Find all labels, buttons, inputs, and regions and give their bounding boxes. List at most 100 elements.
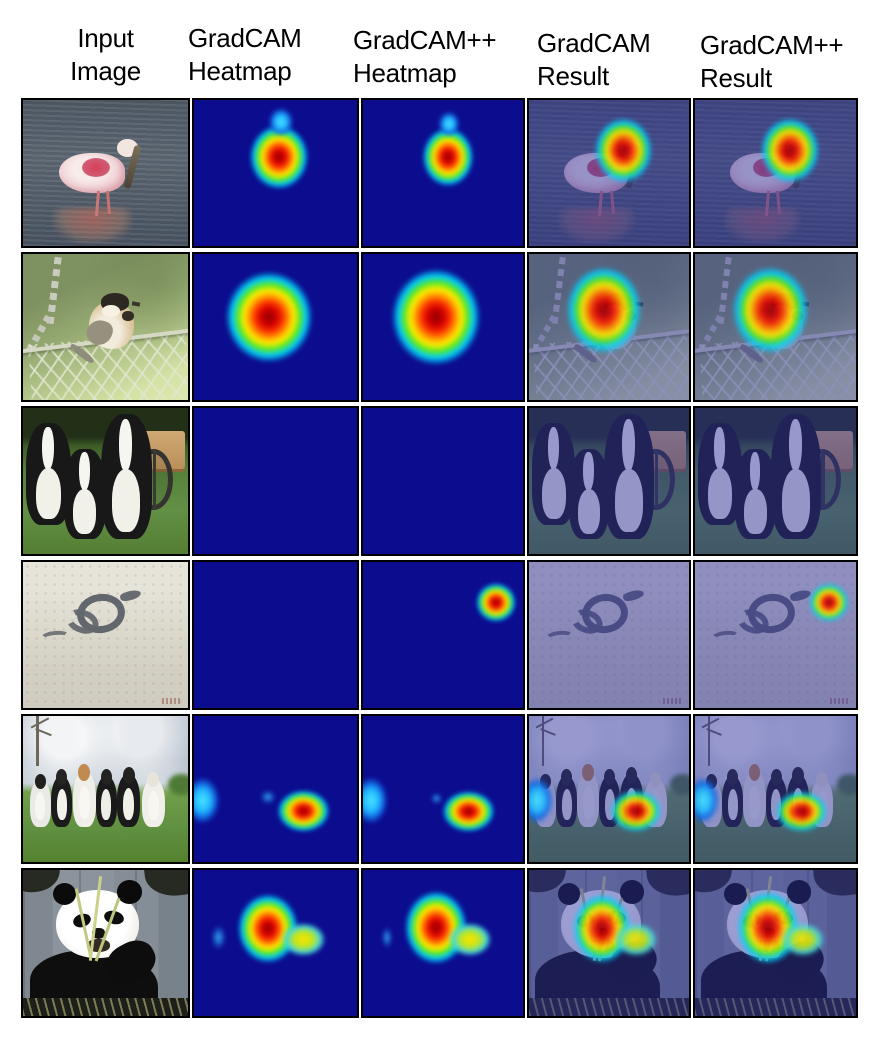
bird-bib (122, 310, 134, 322)
dry-grass (23, 998, 188, 1016)
bird-reflection (52, 208, 132, 244)
row3-input-image (21, 406, 190, 556)
row6-gradcampp-heatmap (361, 868, 525, 1018)
bare-tree (36, 716, 39, 766)
heatmap-halo (436, 110, 461, 138)
row3-gradcam-heatmap (192, 406, 359, 556)
row1-gradcampp-result (693, 98, 858, 248)
column-header-gradcampp-result: GradCAM++ Result (700, 29, 844, 95)
sand-background (529, 562, 689, 708)
dog (29, 773, 52, 827)
dry-grass (529, 998, 689, 1016)
grass-and-trees-background (529, 408, 689, 554)
header-line: Heatmap (353, 58, 457, 88)
faint-cyan-dot (210, 922, 227, 952)
snake-head (622, 588, 645, 603)
sand-background (23, 562, 188, 708)
dark-branch (529, 870, 566, 896)
puppy (604, 413, 654, 540)
panda-ear (52, 883, 76, 906)
bush (836, 774, 856, 795)
snake-coil (733, 605, 773, 639)
spoonbill-leg (776, 190, 782, 214)
hanging-chain (698, 313, 725, 353)
row2-gradcampp-result (693, 252, 858, 402)
column-header-gradcampp-heatmap: GradCAM++ Heatmap (353, 24, 497, 90)
spoonbill-leg (764, 190, 771, 216)
bush (168, 774, 188, 795)
dog (117, 767, 141, 827)
row2-input-image (21, 252, 190, 402)
spoonbill-red-patch (82, 158, 111, 178)
grass-and-trees-background (695, 408, 856, 554)
row5-gradcampp-result (693, 714, 858, 864)
heatmap-blob (441, 790, 496, 833)
dog (141, 772, 165, 827)
heatmap-blob (275, 789, 331, 833)
tree-branch (702, 717, 721, 729)
dry-grass (695, 998, 856, 1016)
dark-branch (695, 870, 732, 896)
watermark-smudge (161, 697, 182, 704)
panda-nose (92, 928, 106, 939)
heatmap-tail (612, 921, 661, 958)
bush (669, 774, 689, 795)
puppy (735, 448, 776, 540)
row4-gradcampp-heatmap (361, 560, 525, 710)
puppy (698, 422, 742, 525)
row5-gradcampp-heatmap (361, 714, 525, 864)
row2-gradcam-heatmap (192, 252, 359, 402)
column-header-gradcam-heatmap: GradCAM Heatmap (188, 22, 302, 88)
heatmap-blob (564, 264, 645, 357)
watermark-smudge (830, 697, 850, 704)
faint-cyan-dot (430, 791, 443, 806)
dog (577, 763, 600, 827)
bare-tree (541, 716, 545, 766)
panda-ear (557, 883, 581, 906)
cart-axle (821, 448, 825, 511)
heatmap-tail (278, 921, 328, 958)
row4-input-image (21, 560, 190, 710)
row6-input-image (21, 868, 190, 1018)
row5-gradcam-result (527, 714, 691, 864)
faint-cyan-dot (380, 925, 394, 951)
hanging-chain (532, 313, 558, 353)
puppy (64, 448, 106, 540)
row2-gradcam-result (527, 252, 691, 402)
tree-branch (540, 727, 557, 736)
tree-branch (706, 727, 723, 736)
row4-gradcampp-result (693, 560, 858, 710)
row4-gradcam-result (527, 560, 691, 710)
header-line: GradCAM++ (700, 30, 844, 60)
heatmap-blob (730, 264, 811, 357)
header-line: Heatmap (188, 56, 292, 86)
puppy (100, 413, 152, 540)
bird-cheek (102, 305, 121, 317)
faint-cyan-dot (259, 789, 278, 806)
row5-input-image (21, 714, 190, 864)
header-line: GradCAM (188, 23, 302, 53)
watermark-smudge (663, 697, 683, 704)
cyan-blob (529, 774, 557, 827)
dog (556, 768, 577, 827)
wooden-cart (798, 431, 853, 473)
heatmap-blob (807, 582, 850, 624)
heatmap-blob (475, 582, 517, 624)
bird-reflection (723, 208, 802, 244)
row2-gradcampp-heatmap (361, 252, 525, 402)
heatmap-blob (388, 265, 483, 368)
snake-coil (745, 591, 798, 637)
row3-gradcam-result (527, 406, 691, 556)
header-line: Result (537, 61, 609, 91)
tree-branch (536, 717, 554, 729)
snake-tail (544, 629, 575, 646)
heatmap-tail (778, 921, 828, 958)
header-line: Input (77, 23, 134, 53)
cart-wheel (802, 448, 842, 511)
dark-branch (645, 870, 689, 899)
heatmap-blob (223, 268, 315, 365)
row1-gradcam-heatmap (192, 98, 359, 248)
cyan-blob (695, 774, 723, 827)
column-header-gradcam-result: GradCAM Result (537, 27, 651, 93)
puppy (532, 422, 576, 525)
